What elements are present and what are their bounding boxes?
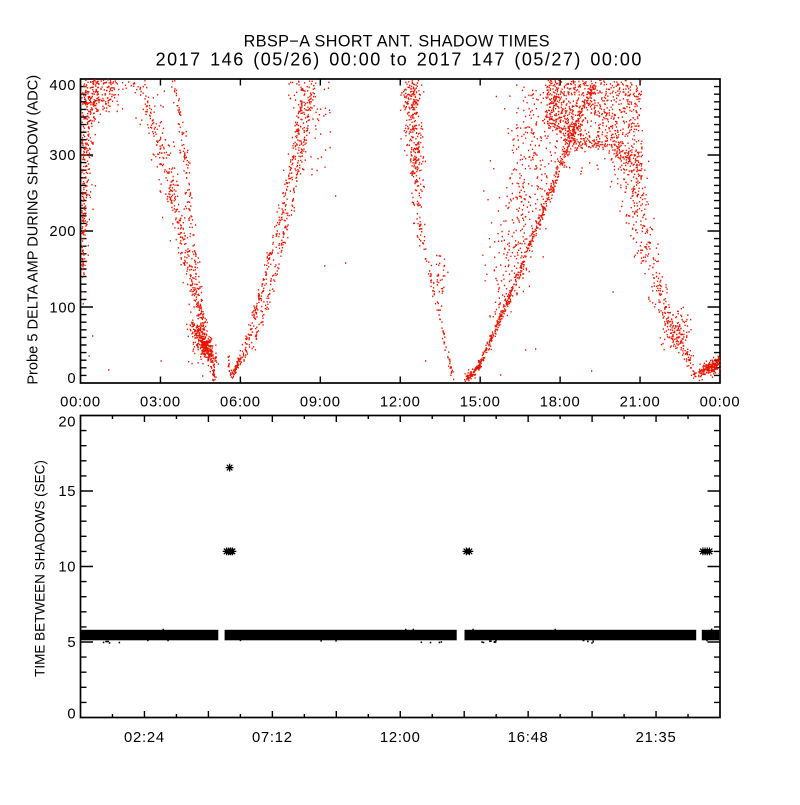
svg-text:03:00: 03:00 [140,394,181,410]
svg-text:12:00: 12:00 [380,730,421,746]
svg-text:18:00: 18:00 [540,394,581,410]
svg-text:400: 400 [49,78,76,94]
svg-text:200: 200 [49,224,76,240]
svg-text:00:00: 00:00 [700,394,741,410]
svg-text:00:00: 00:00 [60,394,101,410]
svg-text:Probe 5 DELTA AMP DURING SHADO: Probe 5 DELTA AMP DURING SHADOW (ADC) [26,75,42,385]
svg-text:0: 0 [67,371,76,387]
svg-text:06:00: 06:00 [220,394,261,410]
svg-text:5: 5 [67,635,76,651]
svg-text:15:00: 15:00 [460,394,501,410]
svg-text:100: 100 [49,300,76,316]
svg-text:20: 20 [58,414,76,430]
svg-text:16:48: 16:48 [508,730,549,746]
svg-text:09:00: 09:00 [300,394,341,410]
svg-text:15: 15 [58,484,76,500]
svg-text:07:12: 07:12 [252,730,293,746]
svg-text:2017 146 (05/26) 00:00 to 2017: 2017 146 (05/26) 00:00 to 2017 147 (05/2… [156,49,643,69]
svg-text:21:35: 21:35 [636,730,677,746]
svg-text:21:00: 21:00 [620,394,661,410]
svg-text:02:24: 02:24 [124,730,165,746]
svg-text:RBSP−A SHORT ANT. SHADOW TIMES: RBSP−A SHORT ANT. SHADOW TIMES [244,32,550,50]
svg-text:TIME BETWEEN SHADOWS (SEC): TIME BETWEEN SHADOWS (SEC) [33,460,48,677]
svg-text:0: 0 [67,706,76,722]
svg-text:300: 300 [49,148,76,164]
svg-text:12:00: 12:00 [380,394,421,410]
svg-text:10: 10 [58,560,76,576]
